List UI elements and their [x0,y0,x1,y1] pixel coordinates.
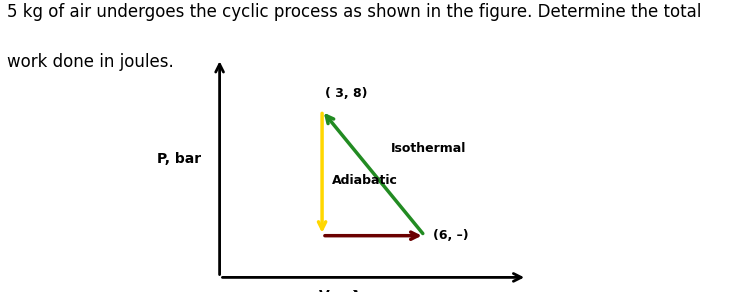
Text: Adiabatic: Adiabatic [332,173,398,187]
Text: work done in joules.: work done in joules. [7,53,174,71]
Text: 5 kg of air undergoes the cyclic process as shown in the figure. Determine the t: 5 kg of air undergoes the cyclic process… [7,3,702,21]
Text: ( 3, 8): ( 3, 8) [326,87,368,100]
Text: (6, –): (6, –) [433,229,468,242]
Text: P, bar: P, bar [157,152,201,166]
Text: V, m³: V, m³ [319,289,359,292]
Text: Isothermal: Isothermal [390,142,466,155]
